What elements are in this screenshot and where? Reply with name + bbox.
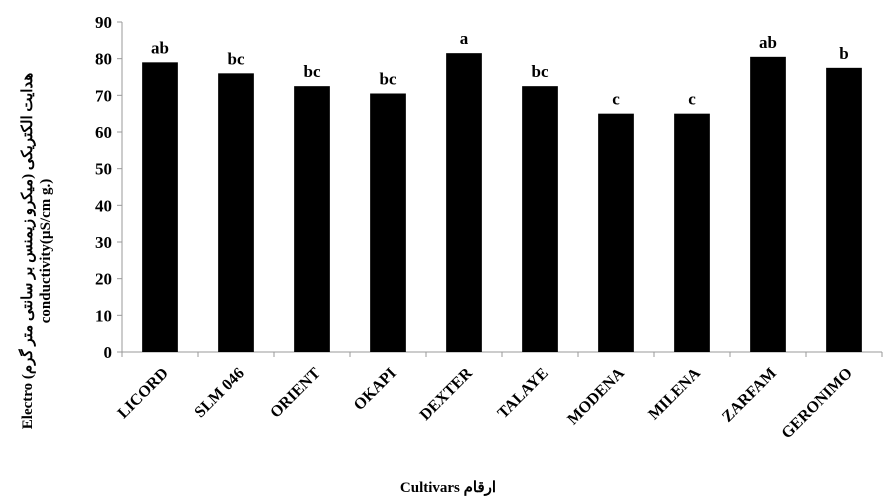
bar <box>370 93 406 352</box>
bar <box>522 86 558 353</box>
y-tick-label: 10 <box>95 306 112 325</box>
x-tick-label: LICORD <box>115 365 172 422</box>
x-tick-label: MODENA <box>564 364 628 428</box>
y-axis-title: Electro (هدایت الکتریکی (میکرو زیمنس بر … <box>2 0 72 501</box>
bar <box>750 56 786 352</box>
x-tick-label: ORIENT <box>267 365 324 422</box>
bar-data-label: a <box>460 29 469 48</box>
bar <box>294 86 330 353</box>
x-tick-label: TALAYE <box>495 365 552 422</box>
y-tick-label: 20 <box>95 270 112 289</box>
y-tick-label: 80 <box>95 50 112 69</box>
bar <box>218 73 254 352</box>
bar-data-label: b <box>839 44 848 63</box>
bar <box>674 113 710 353</box>
bar-data-label: bc <box>228 49 245 68</box>
bar <box>142 62 178 352</box>
y-axis-title-line2: conductivity(µS/cm g.) <box>38 178 54 323</box>
bar-data-label: c <box>612 90 620 109</box>
y-tick-label: 0 <box>104 343 113 362</box>
y-tick-label: 30 <box>95 233 112 252</box>
y-tick-label: 70 <box>95 86 112 105</box>
y-axis-title-line1: Electro (هدایت الکتریکی (میکرو زیمنس بر … <box>20 72 36 429</box>
x-tick-label: ZARFAM <box>719 365 780 426</box>
bar-data-label: c <box>688 90 696 109</box>
bar <box>826 67 862 352</box>
x-tick-label: MILENA <box>645 364 704 423</box>
bar <box>446 53 482 353</box>
bar <box>598 113 634 353</box>
x-axis-title: Cultivars ارقام <box>399 480 497 496</box>
bar-data-label: ab <box>151 38 169 57</box>
y-tick-label: 90 <box>95 13 112 32</box>
x-tick-label: OKAPI <box>351 365 400 414</box>
y-tick-label: 50 <box>95 160 112 179</box>
bar-data-label: bc <box>304 62 321 81</box>
x-tick-label: SLM 046 <box>191 365 247 421</box>
y-tick-label: 60 <box>95 123 112 142</box>
x-tick-label: DEXTER <box>417 364 476 423</box>
bar-data-label: bc <box>532 62 549 81</box>
bar-data-label: ab <box>759 33 777 52</box>
x-tick-label: GERONIMO <box>778 365 855 442</box>
bar-data-label: bc <box>380 70 397 89</box>
y-tick-label: 40 <box>95 196 112 215</box>
